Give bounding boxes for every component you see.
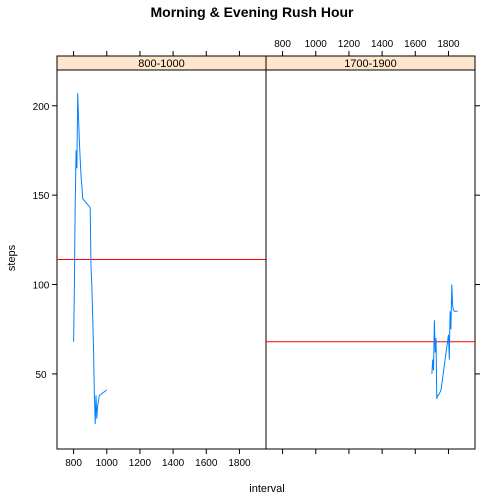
x-tick-label: 800 xyxy=(274,39,291,50)
x-tick-label: 1800 xyxy=(228,458,251,469)
panel-strip-label: 800-1000 xyxy=(138,58,185,70)
chart-title: Morning & Evening Rush Hour xyxy=(151,4,355,20)
panels-group: 800-1000 1700-1900 xyxy=(56,55,476,450)
x-tick-label: 1200 xyxy=(129,458,152,469)
x-tick-label: 1000 xyxy=(305,39,328,50)
series-line xyxy=(431,284,458,400)
ticks-group: 800 800 1000 1000 1200 1200 1400 1400 1600 1600 18… xyxy=(33,39,480,469)
x-axis-label: interval xyxy=(249,483,284,495)
panel-strip-label: 1700-1900 xyxy=(344,58,397,70)
panel-frame xyxy=(265,69,476,450)
y-tick-label: 50 xyxy=(35,370,47,381)
y-tick-label: 150 xyxy=(33,191,50,202)
x-tick-label: 800 xyxy=(65,458,82,469)
x-tick-label: 1800 xyxy=(437,39,460,50)
x-tick-label: 1600 xyxy=(404,39,427,50)
series-line xyxy=(73,93,108,425)
y-tick-label: 200 xyxy=(33,102,50,113)
y-axis-label: steps xyxy=(6,244,18,271)
x-tick-label: 1000 xyxy=(96,458,119,469)
y-tick-label: 100 xyxy=(33,281,50,292)
x-tick-label: 1400 xyxy=(162,458,185,469)
x-tick-label: 1400 xyxy=(371,39,394,50)
x-tick-label: 1600 xyxy=(195,458,218,469)
x-tick-label: 1200 xyxy=(338,39,361,50)
